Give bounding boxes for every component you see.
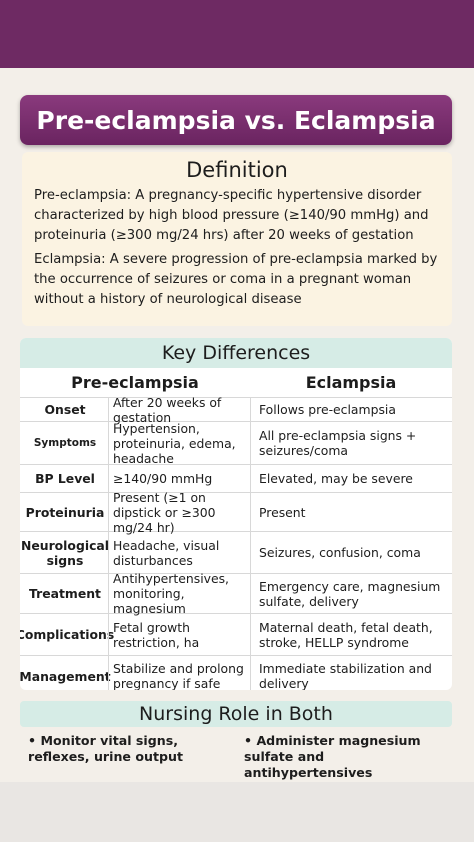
table-row: Neurological signs Headache, visual distu… xyxy=(20,531,452,573)
definition-heading: Definition xyxy=(186,158,288,182)
table-row: BP Level ≥140/90 mmHg Elevated, may be sev… xyxy=(20,464,452,492)
row-label: Neurological signs xyxy=(20,537,110,568)
table-row: Complications Fetal growth restriction, h… xyxy=(20,613,452,655)
table-row: Onset After 20 weeks of gestation Follows … xyxy=(20,395,452,425)
row-label: Onset xyxy=(44,402,86,417)
row-label: Symptoms xyxy=(33,436,97,449)
top-band xyxy=(0,0,474,68)
cell: Maternal death, fetal death, stroke, HEL… xyxy=(250,614,452,655)
cell: Antihypertensives, monitoring, magnesium xyxy=(108,571,250,616)
definition-box: Definition Pre-eclampsia: A pregnancy-sp… xyxy=(22,152,452,326)
cell: Emergency care, magnesium sulfate, deliv… xyxy=(250,574,452,613)
bottom-band xyxy=(0,782,474,842)
column-title: Eclampsia xyxy=(305,373,397,392)
cell: Stabilize and prolong pregnancy if safe xyxy=(108,656,250,690)
nursing-section: Nursing Role in Both • Monitor vital sig… xyxy=(20,701,452,780)
section-heading: Key Differences xyxy=(20,338,452,368)
cell: Follows pre-eclampsia xyxy=(250,398,452,421)
column-title: Pre-eclampsia xyxy=(71,373,199,392)
table-row: Proteinuria Present (≥1 on dipstick or ≥3… xyxy=(20,490,452,535)
cell: Seizures, confusion, coma xyxy=(250,532,452,573)
cell: Headache, visual disturbances xyxy=(108,532,250,573)
key-differences: Key Differences Pre-eclampsia Eclampsia … xyxy=(20,338,452,690)
bullet-item: • Monitor vital signs, reflexes, urine o… xyxy=(28,733,183,764)
table-row: Symptoms Hypertension, proteinuria, edema… xyxy=(20,421,452,466)
cell: Present xyxy=(250,493,452,531)
row-label: Proteinuria xyxy=(25,504,105,520)
nursing-items: • Monitor vital signs, reflexes, urine o… xyxy=(20,727,452,781)
table-row: Treatment Antihypertensives, monitoring, … xyxy=(20,571,452,616)
row-label: Complications xyxy=(20,627,115,642)
cell: Elevated, may be severe xyxy=(250,465,452,492)
cell: Present (≥1 on dipstick or ≥300 mg/24 hr… xyxy=(108,490,250,535)
cell: ≥140/90 mmHg xyxy=(108,465,250,492)
cell: After 20 weeks of gestation xyxy=(108,395,250,425)
row-label: Management xyxy=(20,668,111,684)
item-text: Monitor vital signs, reflexes, urine out… xyxy=(28,733,183,764)
cell: All pre-eclampsia signs + seizures/coma xyxy=(250,422,452,464)
definition-text: Eclampsia: A severe progression of pre-e… xyxy=(34,252,438,307)
row-label: BP Level xyxy=(35,471,95,486)
definition-text: Pre-eclampsia: A pregnancy-specific hype… xyxy=(34,188,429,243)
title: Pre-eclampsia vs. Eclampsia xyxy=(20,95,452,145)
item-text: Administer magnesium sulfate and antihyp… xyxy=(244,733,421,780)
section-heading: Nursing Role in Both xyxy=(20,701,452,727)
bullet-item: • Administer magnesium sulfate and antih… xyxy=(244,733,421,780)
column-header: Pre-eclampsia Eclampsia xyxy=(20,368,452,397)
table-row: Management Stabilize and prolong pregnanc… xyxy=(20,655,452,690)
cell: Fetal growth restriction, ha xyxy=(108,614,250,655)
cell: Hypertension, proteinuria, edema, headac… xyxy=(108,421,250,466)
cell: Immediate stabilization and delivery xyxy=(250,656,452,690)
row-label: Treatment xyxy=(29,586,101,601)
